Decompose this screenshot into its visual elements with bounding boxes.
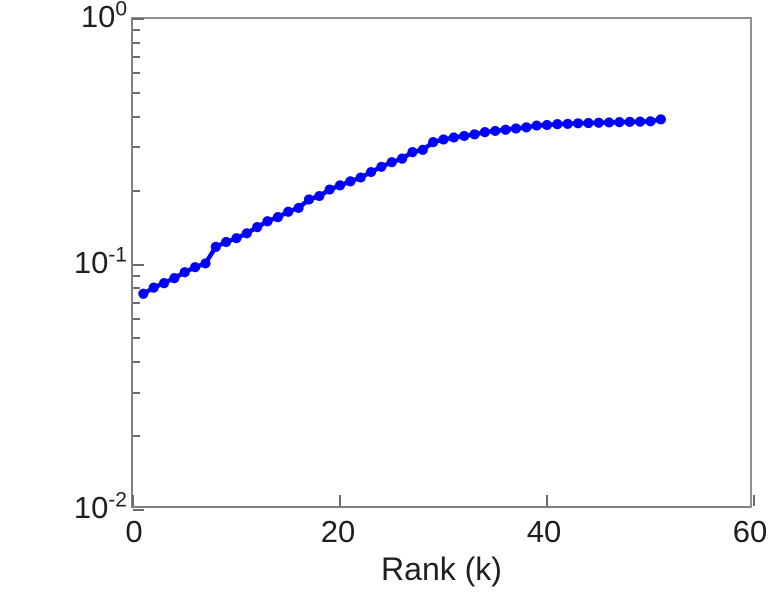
y-axis-minor-tick bbox=[133, 337, 140, 340]
y-axis-major-tick bbox=[133, 509, 144, 511]
y-axis-minor-tick bbox=[133, 317, 140, 320]
data-point bbox=[148, 282, 159, 293]
y-axis-minor-tick bbox=[133, 274, 140, 277]
data-series-layer bbox=[138, 114, 666, 299]
data-point bbox=[624, 116, 635, 127]
data-point bbox=[241, 228, 252, 239]
data-point bbox=[252, 222, 263, 233]
data-point bbox=[655, 114, 666, 125]
data-point bbox=[583, 117, 594, 129]
data-point bbox=[593, 117, 604, 128]
data-point bbox=[138, 288, 149, 299]
data-point bbox=[334, 180, 346, 191]
data-point bbox=[365, 166, 377, 178]
data-point bbox=[614, 117, 625, 128]
y-axis-minor-tick bbox=[133, 435, 140, 438]
data-point bbox=[386, 157, 397, 168]
data-point bbox=[552, 119, 563, 130]
data-point bbox=[221, 236, 232, 248]
data-point bbox=[158, 277, 170, 289]
data-point bbox=[510, 123, 522, 134]
data-point bbox=[324, 184, 335, 195]
data-point bbox=[645, 116, 656, 127]
data-point bbox=[293, 202, 304, 214]
data-point bbox=[479, 127, 490, 138]
y-axis-minor-tick bbox=[133, 72, 140, 75]
data-point bbox=[572, 118, 584, 129]
y-axis-minor-tick bbox=[133, 301, 140, 304]
data-point bbox=[231, 233, 242, 244]
x-axis-tick-label-0: 0 bbox=[125, 514, 143, 549]
y-axis-major-tick bbox=[133, 18, 144, 20]
data-point bbox=[541, 119, 553, 131]
data-point bbox=[490, 125, 501, 137]
eigenvalue-markers bbox=[138, 114, 666, 299]
data-point bbox=[190, 262, 201, 273]
y-axis-minor-tick bbox=[133, 287, 140, 290]
y-axis-title: Absolute eigenvalues (| λk |) bbox=[0, 0, 43, 44]
eigenvalue-line bbox=[141, 117, 664, 297]
data-point bbox=[635, 116, 646, 127]
data-point bbox=[303, 194, 315, 205]
y-axis-minor-tick bbox=[133, 41, 140, 44]
x-axis-major-tick bbox=[546, 495, 548, 506]
y-axis-tick-label-1e0: 100 bbox=[80, 0, 127, 34]
y-axis-minor-tick bbox=[133, 391, 140, 394]
y-axis-minor-tick bbox=[133, 146, 140, 149]
data-point bbox=[428, 137, 439, 148]
y-axis-minor-tick bbox=[133, 91, 140, 94]
data-point bbox=[200, 258, 211, 269]
x-axis-tick-label-60: 60 bbox=[732, 514, 768, 549]
y-axis-tick-label-1e-1: 10-1 bbox=[73, 243, 127, 280]
data-point bbox=[604, 117, 615, 128]
y-axis-major-tick bbox=[133, 263, 144, 266]
data-point bbox=[417, 144, 428, 155]
x-axis-title: Rank (k) bbox=[381, 551, 502, 587]
data-point bbox=[448, 132, 459, 143]
data-point bbox=[407, 146, 418, 158]
data-point bbox=[521, 122, 532, 133]
data-point bbox=[345, 176, 356, 187]
data-point bbox=[169, 273, 180, 284]
data-point bbox=[355, 172, 366, 183]
data-point bbox=[210, 241, 221, 252]
y-axis-minor-tick bbox=[133, 29, 140, 32]
data-point bbox=[262, 216, 273, 227]
data-point bbox=[438, 134, 449, 145]
y-axis-tick-label-1e-2: 10-2 bbox=[73, 488, 127, 525]
data-point bbox=[314, 190, 325, 202]
data-point bbox=[283, 206, 294, 217]
x-axis-major-tick bbox=[339, 495, 341, 506]
x-axis-major-tick bbox=[753, 495, 755, 506]
data-point bbox=[469, 129, 480, 140]
data-point bbox=[376, 161, 387, 172]
data-point bbox=[397, 153, 408, 164]
data-point bbox=[562, 118, 573, 129]
y-axis-minor-tick bbox=[133, 56, 140, 59]
y-axis-minor-tick bbox=[133, 115, 140, 118]
x-axis-major-tick bbox=[132, 495, 134, 506]
data-point bbox=[272, 211, 283, 223]
y-axis-minor-tick bbox=[133, 189, 140, 192]
x-axis-tick-label-40: 40 bbox=[526, 514, 562, 549]
data-point bbox=[459, 130, 470, 142]
data-point bbox=[531, 120, 542, 131]
x-axis-tick-label-20: 20 bbox=[320, 514, 356, 549]
data-point bbox=[179, 267, 190, 278]
data-point bbox=[500, 124, 511, 135]
y-axis-minor-tick bbox=[133, 361, 140, 364]
plot-area bbox=[131, 17, 755, 511]
